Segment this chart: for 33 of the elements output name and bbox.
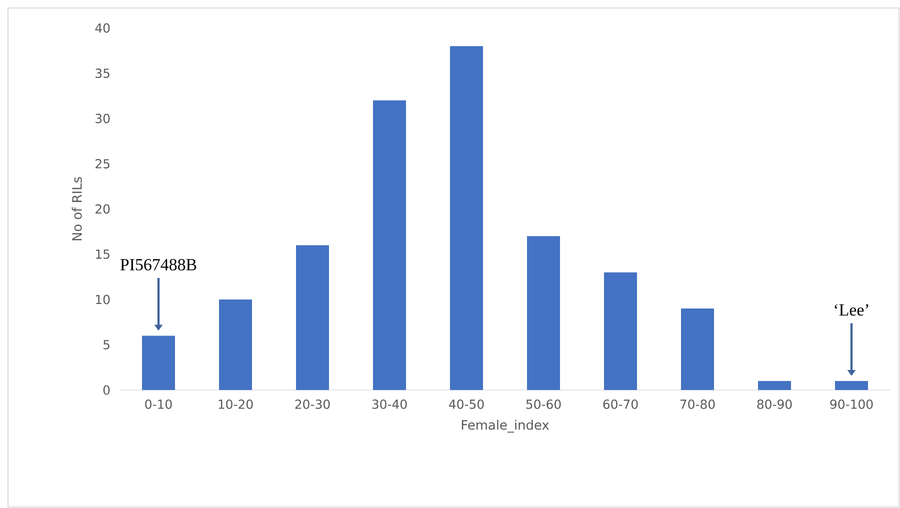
bar: [373, 100, 406, 390]
x-tick-label: 20-30: [295, 399, 330, 409]
y-tick-label: 0: [103, 385, 110, 395]
x-tick-label: 90-100: [830, 399, 873, 409]
y-tick-label: 20: [96, 204, 110, 214]
bar: [681, 308, 714, 390]
y-axis-title: No of RILs: [72, 177, 82, 240]
x-tick-label: 0-10: [145, 399, 172, 409]
x-tick-label: 80-90: [757, 399, 792, 409]
y-tick-label: 35: [96, 68, 110, 78]
bar: [758, 380, 792, 390]
bar: [142, 336, 175, 390]
y-tick-label: 5: [104, 340, 110, 350]
y-tick-label: 15: [96, 250, 110, 259]
y-tick-label: 10: [96, 294, 110, 304]
x-tick-label: 40-50: [449, 399, 484, 409]
bar: [604, 272, 638, 390]
annotation: PI567488B: [120, 258, 196, 270]
annotation: ‘Lee’: [834, 304, 868, 316]
bar: [527, 236, 560, 390]
bar: [835, 380, 868, 390]
x-tick-label: 30-40: [372, 399, 407, 409]
x-tick-label: 60-70: [603, 399, 638, 409]
bar: [296, 245, 330, 390]
x-tick-label: 10-20: [218, 399, 253, 409]
x-axis-title: Female_index: [462, 420, 549, 433]
x-tick-label: 50-60: [526, 399, 561, 409]
x-tick-label: 70-80: [680, 399, 715, 409]
y-tick-label: 40: [95, 23, 110, 33]
y-tick-label: 30: [96, 114, 110, 124]
bar: [219, 300, 252, 390]
bar: [450, 46, 484, 390]
y-tick-label: 25: [96, 159, 110, 168]
